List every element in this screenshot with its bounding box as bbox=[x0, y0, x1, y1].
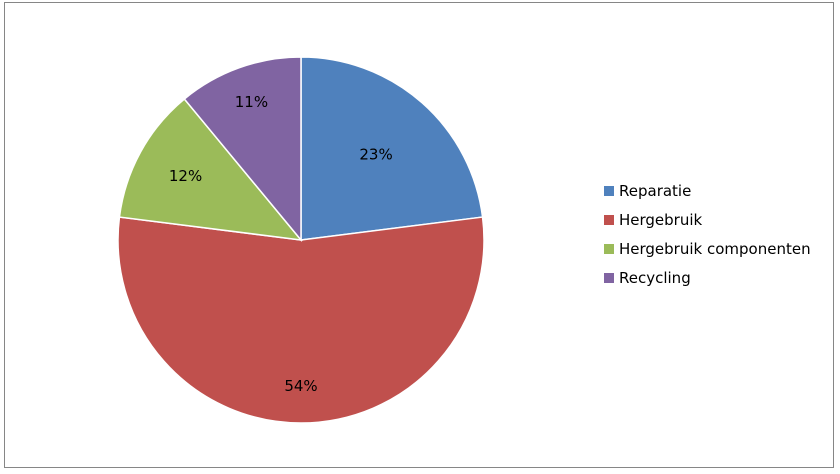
legend-swatch bbox=[604, 214, 614, 225]
data-label-hergebruik-componenten: 12% bbox=[169, 167, 202, 185]
legend-label: Reparatie bbox=[619, 181, 692, 200]
legend-swatch bbox=[604, 243, 614, 254]
legend-swatch bbox=[604, 272, 614, 283]
legend-item-reparatie: Reparatie bbox=[604, 176, 811, 205]
legend-item-recycling: Recycling bbox=[604, 263, 811, 292]
pie-slice-hergebruik-componenten bbox=[118, 97, 303, 241]
legend-label: Recycling bbox=[619, 268, 691, 287]
legend-swatch bbox=[604, 185, 614, 196]
legend-item-hergebruik: Hergebruik bbox=[604, 205, 811, 234]
legend-label: Hergebruik componenten bbox=[619, 239, 811, 258]
pie-slice-hergebruik bbox=[117, 216, 485, 424]
legend-item-hergebruik-componenten: Hergebruik componenten bbox=[604, 234, 811, 263]
data-label-hergebruik: 54% bbox=[284, 377, 317, 395]
chart-legend: Reparatie Hergebruik Hergebruik componen… bbox=[604, 176, 811, 292]
pie-slice-recycling bbox=[183, 56, 302, 243]
data-label-reparatie: 23% bbox=[359, 145, 392, 163]
legend-label: Hergebruik bbox=[619, 210, 703, 229]
data-label-recycling: 11% bbox=[235, 93, 268, 111]
pie-slice-reparatie bbox=[300, 56, 484, 241]
